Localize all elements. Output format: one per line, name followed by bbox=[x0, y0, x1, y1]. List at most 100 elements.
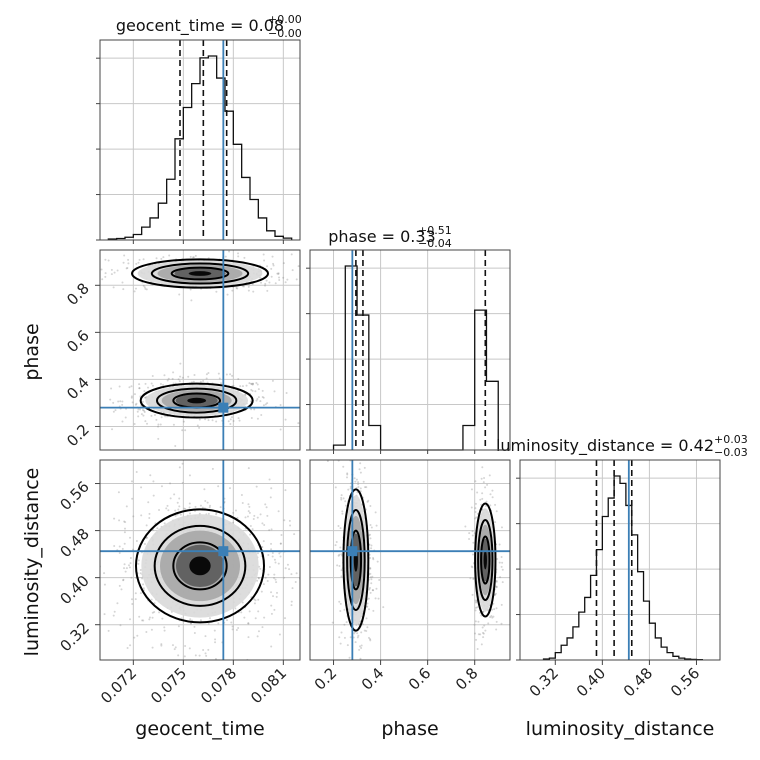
sample-point bbox=[487, 622, 490, 625]
sample-point bbox=[288, 568, 291, 571]
sample-point bbox=[129, 562, 132, 565]
sample-point bbox=[237, 255, 240, 258]
sample-point bbox=[500, 565, 503, 568]
sample-point bbox=[346, 701, 348, 703]
sample-point bbox=[357, 665, 359, 667]
sample-point bbox=[142, 619, 145, 622]
sample-point bbox=[484, 505, 487, 508]
sample-point bbox=[142, 589, 145, 592]
sample-point bbox=[270, 645, 273, 648]
sample-point bbox=[228, 487, 231, 490]
sample-point bbox=[339, 602, 342, 605]
sample-point bbox=[350, 686, 352, 688]
sample-point bbox=[196, 424, 199, 427]
sample-point bbox=[481, 466, 484, 469]
x-tick-label: 0.40 bbox=[573, 664, 609, 700]
x-tick-label: 0.2 bbox=[311, 664, 341, 694]
sample-point bbox=[492, 615, 495, 618]
y-tick-label: 0.8 bbox=[63, 279, 93, 309]
sample-point bbox=[482, 610, 485, 613]
sample-point bbox=[278, 276, 281, 279]
sample-point bbox=[470, 488, 473, 491]
title-luminosity-distance-minus: −0.03 bbox=[714, 446, 748, 459]
truth-marker bbox=[218, 546, 229, 557]
title-phase-plus: +0.51 bbox=[418, 224, 452, 237]
contour-line bbox=[349, 529, 363, 591]
sample-point bbox=[121, 400, 124, 403]
sample-point bbox=[249, 524, 252, 527]
sample-point bbox=[131, 497, 134, 500]
sample-point bbox=[353, 632, 356, 635]
sample-point bbox=[257, 396, 260, 399]
sample-point bbox=[130, 576, 133, 579]
sample-point bbox=[151, 646, 154, 649]
sample-point bbox=[183, 655, 186, 658]
sample-point bbox=[112, 410, 115, 413]
sample-point bbox=[340, 575, 343, 578]
truth-marker bbox=[218, 402, 229, 413]
sample-point bbox=[229, 418, 232, 421]
sample-point bbox=[137, 562, 140, 565]
sample-point bbox=[144, 382, 147, 385]
sample-point bbox=[158, 508, 161, 511]
sample-point bbox=[283, 519, 286, 522]
sample-point bbox=[491, 608, 494, 611]
sample-point bbox=[122, 288, 125, 291]
sample-point bbox=[122, 261, 125, 264]
sample-point bbox=[369, 504, 372, 507]
sample-point bbox=[272, 262, 275, 265]
sample-point bbox=[374, 597, 377, 600]
sample-point bbox=[369, 557, 372, 560]
sample-point bbox=[255, 485, 258, 488]
sample-point bbox=[273, 558, 276, 561]
sample-point bbox=[237, 377, 240, 380]
sample-point bbox=[352, 668, 354, 670]
sample-point bbox=[494, 503, 497, 506]
xlabel-geocent-time: geocent_time bbox=[135, 718, 264, 740]
sample-point bbox=[140, 514, 143, 517]
sample-point bbox=[139, 572, 142, 575]
sample-point bbox=[231, 289, 234, 292]
sample-point bbox=[294, 581, 297, 584]
sample-point bbox=[288, 519, 291, 522]
sample-point bbox=[130, 396, 133, 399]
sample-point bbox=[363, 629, 366, 632]
sample-point bbox=[289, 524, 292, 527]
sample-point bbox=[148, 616, 151, 619]
sample-point bbox=[205, 654, 208, 657]
sample-point bbox=[150, 382, 153, 385]
sample-point bbox=[276, 272, 279, 275]
sample-point bbox=[205, 373, 208, 376]
sample-point bbox=[219, 506, 222, 509]
sample-point bbox=[162, 256, 165, 259]
sample-point bbox=[124, 527, 127, 530]
sample-point bbox=[215, 513, 218, 516]
sample-point bbox=[199, 619, 202, 622]
sample-point bbox=[477, 620, 480, 623]
sample-point bbox=[215, 290, 218, 293]
sample-point bbox=[359, 490, 362, 493]
sample-point bbox=[163, 374, 166, 377]
sample-point bbox=[189, 288, 192, 291]
sample-point bbox=[171, 377, 174, 380]
sample-point bbox=[262, 396, 265, 399]
sample-point bbox=[133, 290, 136, 293]
sample-point bbox=[254, 599, 257, 602]
sample-point bbox=[187, 375, 190, 378]
sample-point bbox=[236, 287, 239, 290]
sample-point bbox=[116, 269, 119, 272]
sample-point bbox=[204, 418, 207, 421]
sample-point bbox=[370, 544, 373, 547]
sample-point bbox=[280, 533, 283, 536]
sample-point bbox=[476, 491, 479, 494]
sample-point bbox=[253, 514, 256, 517]
sample-point bbox=[243, 616, 246, 619]
sample-point bbox=[340, 631, 343, 634]
sample-point bbox=[125, 505, 128, 508]
sample-point bbox=[472, 577, 475, 580]
sample-point bbox=[326, 580, 328, 582]
sample-point bbox=[279, 428, 282, 431]
sample-point bbox=[116, 602, 119, 605]
sample-point bbox=[498, 543, 501, 546]
scatter-panel-luminosity_distance_vs_phase bbox=[309, 459, 511, 703]
